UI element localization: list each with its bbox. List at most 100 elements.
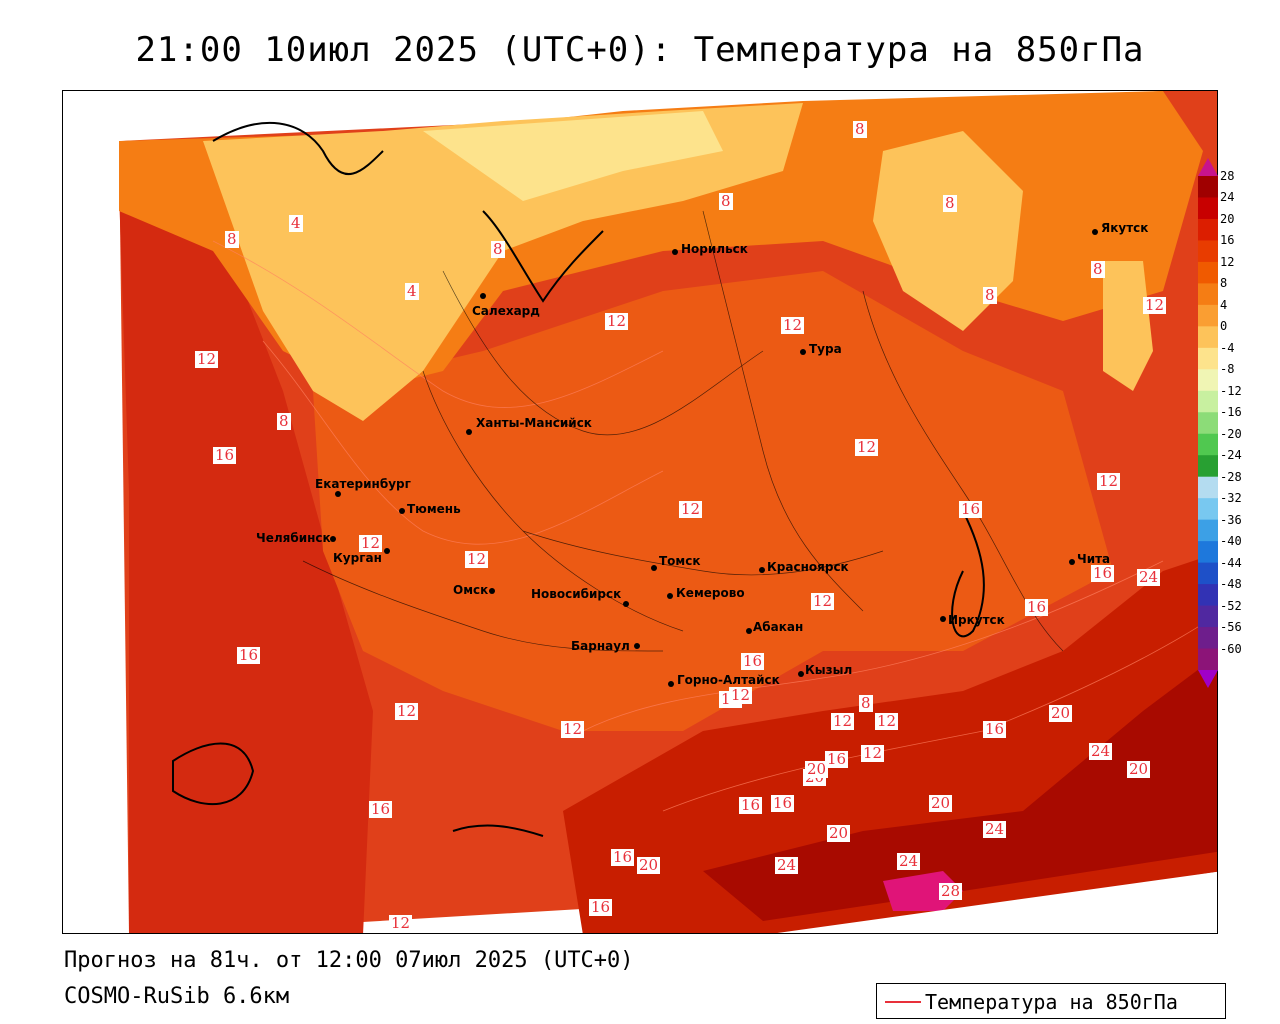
temperature-map: [63, 91, 1217, 933]
contour-label: 12: [195, 350, 219, 368]
scale-label: 4: [1220, 297, 1228, 312]
contour-label: 12: [1097, 472, 1121, 490]
scale-cell: [1198, 283, 1218, 306]
contour-label: 20: [1127, 760, 1151, 778]
field-east-yellow: [1103, 261, 1153, 391]
scale-label: 16: [1220, 233, 1235, 248]
contour-label: 24: [775, 856, 799, 874]
legend: Температура на 850гПа: [876, 983, 1226, 1019]
contour-label: 16: [589, 898, 613, 916]
scale-label: 8: [1220, 276, 1228, 291]
scale-label: -36: [1220, 512, 1242, 527]
field-north-yellow: [203, 103, 803, 421]
contour-label: 12: [729, 686, 753, 704]
model-name: COSMO-RuSib 6.6км: [64, 984, 290, 1009]
contour-label: 12: [811, 592, 835, 610]
scale-label: 24: [1220, 190, 1235, 205]
scale-cell: [1198, 605, 1218, 628]
contour-label: 4: [289, 214, 303, 232]
scale-cell: [1198, 584, 1218, 607]
contour-label: 16: [771, 794, 795, 812]
contour-label: 12: [855, 438, 879, 456]
contour-label: 12: [1143, 296, 1167, 314]
contour-label: 20: [637, 856, 661, 874]
legend-line-swatch: [885, 1001, 921, 1003]
contour-label: 16: [1025, 598, 1049, 616]
contour-label: 20: [929, 794, 953, 812]
contour-label: 8: [277, 412, 291, 430]
field-hot-spot: [883, 871, 963, 911]
contour-label: 8: [719, 192, 733, 210]
forecast-info: Прогноз на 81ч. от 12:00 07июл 2025 (UTC…: [64, 948, 634, 973]
scale-cell: [1198, 433, 1218, 456]
contour-label: 8: [1091, 260, 1105, 278]
scale-cell: [1198, 455, 1218, 478]
contour-label: 16: [741, 652, 765, 670]
scale-label: 28: [1220, 169, 1235, 183]
scale-cell: [1198, 627, 1218, 650]
scale-cell: [1198, 369, 1218, 392]
scale-label: -52: [1220, 598, 1242, 613]
scale-cell: [1198, 390, 1218, 413]
scale-cell: [1198, 240, 1218, 263]
contour-label: 24: [1137, 568, 1161, 586]
contour-label: 12: [875, 712, 899, 730]
contour-label: 8: [943, 194, 957, 212]
contour-label: 12: [781, 316, 805, 334]
contour-label: 8: [859, 694, 873, 712]
scale-cell: [1198, 304, 1218, 327]
contour-label: 8: [853, 120, 867, 138]
contour-label: 12: [861, 744, 885, 762]
isolines: [212, 240, 1217, 812]
outside-domain-left: [63, 91, 119, 933]
scale-cell: [1198, 541, 1218, 564]
contour-label: 16: [1091, 564, 1115, 582]
scale-label: -16: [1220, 405, 1242, 420]
contour-label: 16: [237, 646, 261, 664]
contour-label: 12: [359, 534, 383, 552]
scale-cell: [1198, 347, 1218, 370]
field-north-pale: [423, 111, 723, 201]
scale-label: -8: [1220, 362, 1235, 377]
contour-label: 16: [369, 800, 393, 818]
field-yakutia-yellow: [873, 131, 1023, 331]
scale-cell: [1198, 261, 1218, 284]
scale-cell: [1198, 498, 1218, 521]
color-scale-bar: [1198, 158, 1218, 688]
scale-label: 12: [1220, 254, 1235, 269]
contour-label: 12: [395, 702, 419, 720]
legend-label: Температура на 850гПа: [925, 990, 1178, 1014]
outside-domain-bottom: [777, 871, 1217, 933]
contour-label: 24: [897, 852, 921, 870]
scale-label: -48: [1220, 577, 1242, 592]
scale-cell: [1198, 562, 1218, 585]
outside-domain-top: [119, 91, 803, 141]
contour-label: 8: [491, 240, 505, 258]
contour-label: 16: [983, 720, 1007, 738]
contour-label: 28: [939, 882, 963, 900]
field-west-red: [119, 191, 373, 933]
contour-label: 20: [827, 824, 851, 842]
scale-label: -28: [1220, 469, 1242, 484]
contour-label: 12: [605, 312, 629, 330]
contour-label: 20: [1049, 704, 1073, 722]
contour-label: 16: [739, 796, 763, 814]
field-central-orange: [313, 271, 1113, 731]
field-south-hotter: [703, 655, 1217, 921]
contour-label: 8: [983, 286, 997, 304]
scale-label: -60: [1220, 641, 1242, 656]
coastlines: [172, 121, 985, 837]
contour-label: 12: [465, 550, 489, 568]
scale-cell: [1198, 176, 1218, 198]
contour-label: 24: [983, 820, 1007, 838]
scale-cell: [1198, 519, 1218, 542]
scale-label: -24: [1220, 448, 1242, 463]
scale-cell: [1198, 197, 1218, 220]
contour-label: 16: [825, 750, 849, 768]
map-frame: Норильск Якутск Салехард Тура Ханты-Манс…: [62, 90, 1218, 934]
scale-label: -32: [1220, 491, 1242, 506]
contour-label: 16: [959, 500, 983, 518]
contour-label: 16: [213, 446, 237, 464]
scale-label: -20: [1220, 426, 1242, 441]
scale-label: -56: [1220, 620, 1242, 635]
